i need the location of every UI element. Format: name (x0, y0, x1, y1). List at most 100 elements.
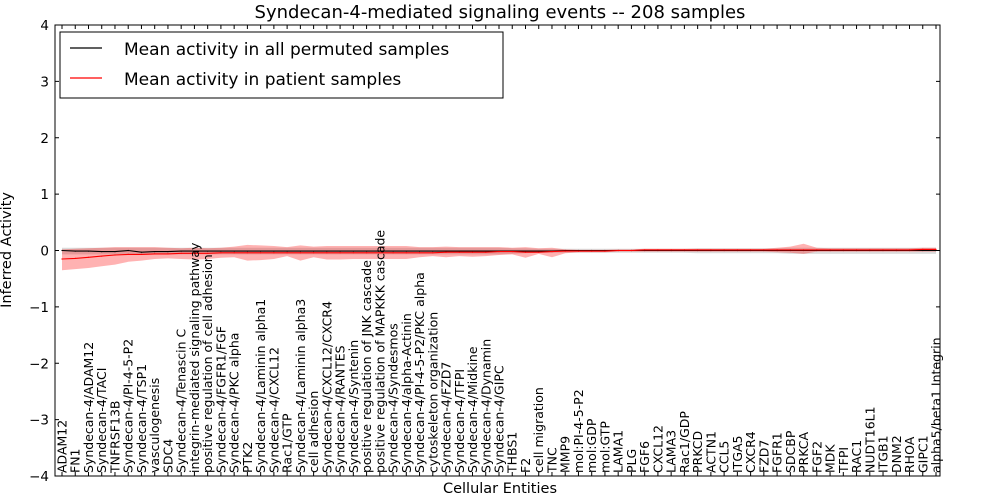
x-category-label: vasculogenesis (147, 378, 162, 473)
legend-label-patient: Mean activity in patient samples (124, 70, 401, 90)
data-point (140, 251, 143, 253)
x-category-label: Syndecan-4/TACI (94, 368, 109, 473)
x-category-label: Syndecan-4/Syntenin (346, 340, 361, 473)
data-point (776, 249, 778, 251)
data-point (101, 255, 103, 257)
legend-label-permuted: Mean activity in all permuted samples (124, 40, 449, 60)
data-point (114, 251, 116, 253)
x-axis-label: Cellular Entities (443, 481, 557, 497)
data-point (630, 249, 633, 252)
x-axis-ticks: ADAM12FN1Syndecan-4/ADAM12Syndecan-4/TAC… (55, 25, 944, 476)
x-category-label: SDC4 (160, 439, 175, 473)
data-point (286, 252, 288, 254)
data-point (61, 249, 63, 252)
data-point (299, 250, 301, 252)
data-point (551, 251, 553, 253)
data-point (405, 252, 407, 254)
data-point (485, 251, 487, 253)
x-category-label: CCL5 (717, 441, 732, 473)
y-tick-label: 4 (40, 18, 49, 34)
x-category-label: FGF2 (809, 441, 824, 473)
x-category-label: ITGA5 (730, 435, 745, 473)
data-point (339, 250, 341, 252)
data-point (763, 249, 765, 251)
data-point (710, 249, 712, 251)
data-point (260, 250, 262, 252)
data-point (869, 249, 871, 251)
y-tick-label: −3 (29, 413, 49, 429)
x-category-label: Syndecan-4/PKC alpha (227, 333, 242, 473)
x-category-label: NUDT16L1 (862, 406, 877, 473)
x-category-label: Syndecan-4/PI-4-5-P2/PKC alpha (412, 272, 427, 473)
data-point (326, 250, 328, 252)
data-point (750, 249, 752, 251)
x-category-label: PTK2 (240, 442, 255, 473)
data-point (352, 252, 354, 254)
data-point (445, 250, 447, 252)
data-point (154, 253, 156, 255)
data-point (657, 249, 659, 251)
x-category-label: F2 (518, 458, 533, 473)
y-tick-label: −2 (29, 356, 49, 372)
x-category-label: positive regulation of JNK cascade (359, 260, 374, 473)
data-point (74, 250, 76, 252)
x-category-label: Syndecan-4/CXCL12 (266, 347, 281, 473)
x-category-label: CXCL12 (650, 425, 665, 473)
data-point (908, 249, 911, 251)
x-category-label: positive regulation of MAPKKK cascade (372, 230, 387, 473)
data-point (233, 252, 235, 254)
x-category-label: Syndecan-4/RANTES (333, 345, 348, 473)
x-category-label: Syndecan-4/CXCL12/CXCR4 (319, 301, 334, 473)
data-point (816, 249, 818, 251)
data-point (432, 252, 434, 254)
data-point (246, 250, 248, 252)
data-point (220, 252, 222, 254)
data-point (392, 250, 394, 252)
x-category-label: Syndecan-4/FGFR1/FGF (213, 326, 228, 473)
data-point (736, 249, 739, 251)
data-point (604, 250, 606, 252)
legend: Mean activity in all permuted samples Me… (59, 31, 504, 99)
x-category-label: PRKCA (796, 432, 811, 473)
data-point (432, 250, 434, 252)
x-category-label: TFPI (836, 447, 851, 474)
x-category-label: Rac1/GDP (677, 411, 692, 473)
data-point (471, 251, 474, 253)
data-point (154, 251, 156, 253)
x-category-label: Rac1/GTP (280, 413, 295, 473)
data-point (723, 249, 725, 251)
data-point (617, 249, 619, 252)
x-category-label: GIPC1 (915, 435, 930, 473)
x-category-label: cell migration (531, 387, 546, 473)
data-point (895, 249, 897, 251)
data-point (87, 250, 90, 252)
data-point (339, 252, 341, 254)
x-category-label: RAC1 (849, 440, 864, 473)
data-point (286, 250, 288, 252)
legend-box (59, 31, 504, 99)
data-point (485, 250, 487, 252)
data-point (644, 249, 646, 251)
y-axis-label: Inferred Activity (0, 192, 15, 308)
x-category-label: LAMA3 (664, 430, 679, 473)
series-lines (61, 248, 937, 260)
data-point (299, 252, 301, 254)
x-category-label: Syndecan-4/alpha-Actinin (399, 313, 414, 473)
x-category-label: MDK (823, 444, 838, 473)
data-point (246, 252, 248, 254)
data-point (273, 250, 275, 252)
x-category-label: mol:GDP (584, 418, 599, 473)
data-point (922, 248, 924, 250)
data-point (803, 249, 805, 251)
data-point (180, 252, 182, 254)
x-category-label: RHOA (902, 436, 917, 473)
x-category-label: Syndecan-4/Tenascin C (174, 328, 189, 473)
data-point (273, 252, 275, 254)
x-category-label: Syndecan-4/Syndesmos (386, 323, 401, 473)
x-category-label: Syndecan-4/GIPC (492, 365, 507, 473)
x-category-label: ITGB1 (876, 435, 891, 473)
data-point (379, 250, 381, 252)
data-point (61, 258, 63, 260)
data-point (498, 251, 500, 253)
